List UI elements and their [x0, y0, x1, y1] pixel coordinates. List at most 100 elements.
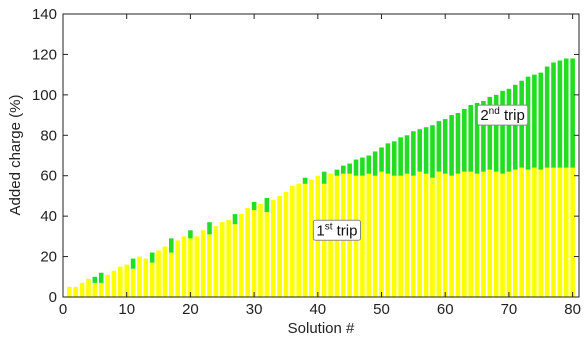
- bar-second-trip: [442, 119, 448, 174]
- bar-second-trip: [188, 230, 193, 239]
- bar-second-trip: [385, 143, 391, 174]
- bar-first-trip: [118, 266, 123, 297]
- bar-first-trip: [296, 183, 301, 297]
- bar-second-trip: [404, 135, 410, 174]
- bar-second-trip: [423, 127, 429, 174]
- bar-first-trip: [570, 167, 575, 297]
- bar-second-trip: [474, 102, 480, 174]
- bar-first-trip: [188, 238, 193, 297]
- bar-first-trip: [430, 177, 435, 297]
- bar-second-trip: [372, 151, 378, 176]
- annotation-group: 2nd trip 1st trip: [312, 104, 529, 241]
- bar-second-trip: [481, 100, 486, 172]
- bar-second-trip: [513, 84, 518, 170]
- bar-second-trip: [366, 155, 372, 174]
- bar-second-trip: [468, 104, 473, 172]
- bar-second-trip: [207, 222, 212, 235]
- bar-first-trip: [175, 240, 180, 297]
- y-tick-label: 140: [32, 6, 57, 23]
- bar-first-trip: [277, 195, 282, 297]
- bar-first-trip: [264, 212, 270, 297]
- bar-first-trip: [525, 169, 531, 297]
- bar-first-trip: [86, 278, 91, 297]
- y-tick-label: 80: [40, 127, 57, 144]
- bar-first-trip: [481, 171, 486, 297]
- bar-first-trip: [309, 179, 314, 297]
- bar-first-trip: [442, 173, 448, 297]
- bar-first-trip: [73, 286, 79, 297]
- bar-first-trip: [372, 175, 378, 297]
- bar-first-trip: [232, 224, 238, 297]
- x-tick-label: 40: [309, 301, 326, 318]
- bar-first-trip: [544, 167, 550, 297]
- y-tick-label: 60: [40, 168, 57, 185]
- bar-first-trip: [557, 167, 563, 297]
- bar-first-trip: [360, 175, 365, 297]
- x-tick-label: 30: [246, 301, 263, 318]
- bar-first-trip: [213, 226, 219, 297]
- bar-second-trip: [347, 163, 352, 174]
- bar-second-trip: [391, 141, 397, 176]
- bar-first-trip: [468, 171, 473, 297]
- bar-second-trip: [98, 272, 104, 283]
- bar-second-trip: [455, 113, 461, 174]
- bar-first-trip: [404, 173, 410, 297]
- bar-first-trip: [67, 286, 72, 297]
- bar-second-trip: [506, 88, 512, 172]
- bar-second-trip: [334, 169, 340, 176]
- bar-first-trip: [143, 258, 149, 297]
- bar-first-trip: [194, 236, 200, 297]
- bar-first-trip: [379, 171, 384, 297]
- bar-second-trip: [430, 125, 435, 178]
- x-tick-label: 10: [118, 301, 135, 318]
- y-axis-title: Added charge (%): [7, 95, 24, 216]
- annotation-box: [476, 104, 529, 126]
- bar-second-trip: [321, 171, 327, 184]
- bar-second-trip: [411, 131, 416, 176]
- bar-first-trip: [462, 171, 467, 297]
- bar-first-trip: [551, 167, 556, 297]
- bar-first-trip: [181, 236, 187, 297]
- bar-first-trip: [417, 171, 423, 297]
- x-tick-label: 80: [564, 301, 581, 318]
- bar-first-trip: [258, 204, 263, 297]
- bar-first-trip: [245, 208, 251, 297]
- bar-first-trip: [391, 175, 397, 297]
- bar-first-trip: [79, 282, 85, 297]
- y-tick-label: 0: [49, 289, 57, 306]
- bar-first-trip: [519, 167, 524, 297]
- bar-first-trip: [411, 175, 416, 297]
- annotation-label: 2nd trip: [480, 106, 524, 124]
- bar-first-trip: [92, 282, 98, 297]
- bar-second-trip: [92, 276, 98, 283]
- bar-first-trip: [98, 282, 104, 297]
- bar-second-trip: [436, 121, 442, 172]
- bar-first-trip: [493, 171, 499, 297]
- bar-group: [67, 58, 575, 297]
- annotation-box: [312, 219, 361, 241]
- bar-second-trip: [570, 58, 575, 168]
- bar-first-trip: [207, 234, 212, 297]
- bar-second-trip: [544, 66, 550, 168]
- bar-second-trip: [493, 94, 499, 172]
- y-tick-label: 20: [40, 249, 57, 266]
- y-axis: 0 20 40 60 80 100 120 140: [32, 6, 579, 306]
- bar-second-trip: [251, 201, 257, 211]
- bar-second-trip: [302, 177, 308, 184]
- bar-first-trip: [436, 171, 442, 297]
- bar-second-trip: [398, 137, 403, 176]
- bar-second-trip: [538, 72, 544, 170]
- bar-second-trip: [353, 159, 359, 176]
- bar-first-trip: [251, 210, 257, 297]
- bar-second-trip: [341, 165, 346, 174]
- bar-first-trip: [239, 214, 244, 297]
- bar-first-trip: [130, 268, 136, 297]
- bar-first-trip: [532, 167, 537, 297]
- bar-second-trip: [500, 90, 505, 174]
- bar-first-trip: [366, 173, 372, 297]
- plot-background: [63, 14, 579, 297]
- bar-first-trip: [455, 173, 461, 297]
- bar-first-trip: [149, 262, 155, 297]
- bar-first-trip: [385, 173, 391, 297]
